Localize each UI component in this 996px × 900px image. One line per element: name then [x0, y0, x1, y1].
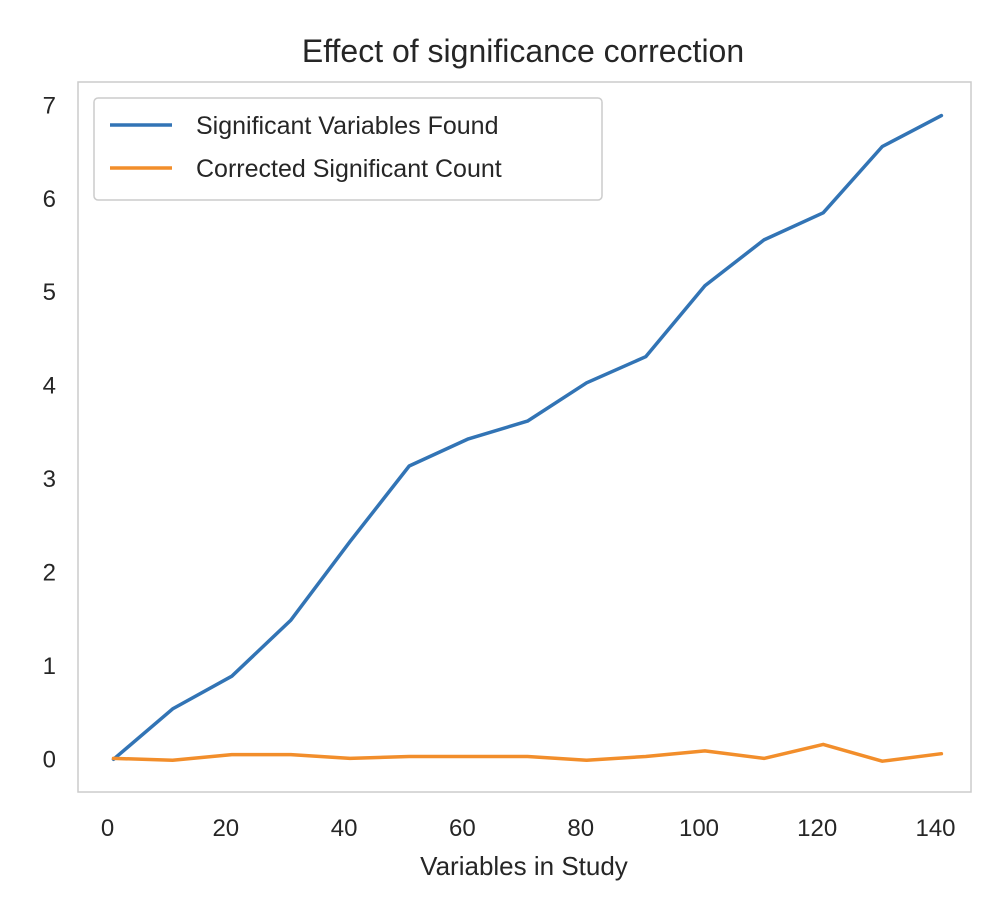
x-tick-label: 60 — [449, 815, 476, 842]
legend-box — [93, 97, 603, 201]
y-tick-label: 4 — [43, 373, 56, 400]
y-tick-label: 7 — [43, 92, 56, 119]
x-axis-label: Variables in Study — [420, 851, 628, 881]
series-line-significant — [111, 113, 944, 762]
chart-title: Effect of significance correction — [302, 33, 744, 69]
y-tick-label: 0 — [43, 746, 56, 773]
x-axis-ticks: 0 20 40 60 80 100 120 140 — [101, 815, 956, 842]
x-tick-label: 120 — [797, 815, 837, 842]
y-tick-label: 2 — [43, 560, 56, 587]
legend-label-corrected: Corrected Significant Count — [196, 155, 502, 183]
x-tick-label: 0 — [101, 815, 114, 842]
series-line-corrected — [111, 742, 944, 763]
y-tick-label: 6 — [43, 186, 56, 213]
y-axis-ticks: 0 1 2 3 4 5 6 7 — [43, 92, 56, 773]
legend-label-significant: Significant Variables Found — [196, 112, 499, 140]
x-tick-label: 140 — [915, 815, 955, 842]
legend: Significant Variables Found Corrected Si… — [93, 97, 603, 201]
series-layer — [111, 113, 944, 763]
x-tick-label: 100 — [679, 815, 719, 842]
x-tick-label: 80 — [567, 815, 594, 842]
x-tick-label: 20 — [212, 815, 239, 842]
y-tick-label: 3 — [43, 466, 56, 493]
y-tick-label: 5 — [43, 279, 56, 306]
x-tick-label: 40 — [331, 815, 358, 842]
y-tick-label: 1 — [43, 653, 56, 680]
